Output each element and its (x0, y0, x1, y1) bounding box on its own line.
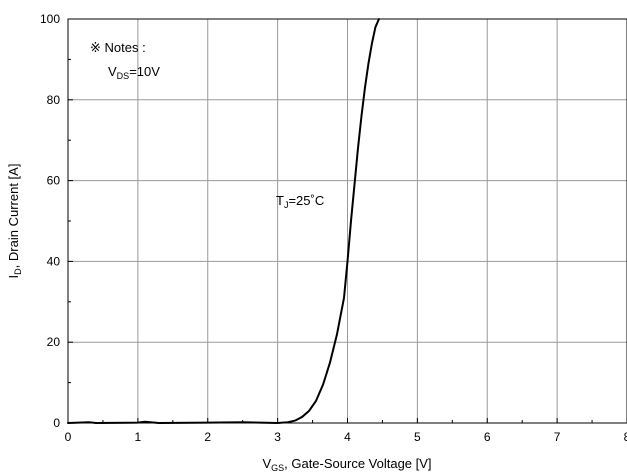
y-tick-label: 100 (40, 12, 60, 26)
vds-note-main: V (108, 64, 117, 79)
y-axis-label-sub: D (13, 268, 23, 275)
x-axis-label-sub: GS (271, 463, 284, 473)
x-tick-label: 4 (344, 430, 351, 444)
y-tick-label: 60 (47, 174, 61, 188)
y-tick-label: 40 (47, 254, 61, 268)
tj-annotation-sub: J (284, 200, 289, 210)
x-axis-label: VGS, Gate-Source Voltage [V] (262, 456, 431, 473)
series-layer (67, 18, 380, 424)
x-tick-label: 2 (204, 430, 211, 444)
x-tick-label: 3 (274, 430, 281, 444)
tj-annotation: TJ=25˚C (276, 193, 324, 210)
y-axis-label: ID, Drain Current [A] (6, 164, 23, 279)
y-tick-label: 20 (47, 335, 61, 349)
tj-annotation-main: T (276, 193, 284, 208)
x-tick-label: 1 (135, 430, 142, 444)
axis-layer (67, 18, 627, 424)
y-tick-label: 80 (47, 93, 61, 107)
x-tick-label: 7 (554, 430, 561, 444)
series-line-0 (67, 18, 380, 424)
y-tick-label: 0 (53, 416, 60, 430)
x-tick-label: 8 (624, 430, 627, 444)
grid-layer (68, 19, 627, 423)
x-tick-label: 0 (65, 430, 72, 444)
y-axis-label-main: I (6, 275, 21, 279)
x-axis-label-main: V (262, 456, 271, 471)
y-axis-label-rest: , Drain Current [A] (6, 164, 21, 269)
vds-note-rest: =10V (129, 64, 160, 79)
x-tick-label: 6 (484, 430, 491, 444)
vds-note-sub: DS (117, 71, 130, 81)
x-tick-label: 5 (414, 430, 421, 444)
tj-annotation-rest: =25˚C (288, 193, 324, 208)
tick-layer: 012345678020406080100 (40, 12, 627, 444)
vds-note: VDS=10V (108, 64, 160, 81)
x-axis-label-rest: , Gate-Source Voltage [V] (284, 456, 431, 471)
notes-title: ※ Notes : (90, 40, 146, 55)
